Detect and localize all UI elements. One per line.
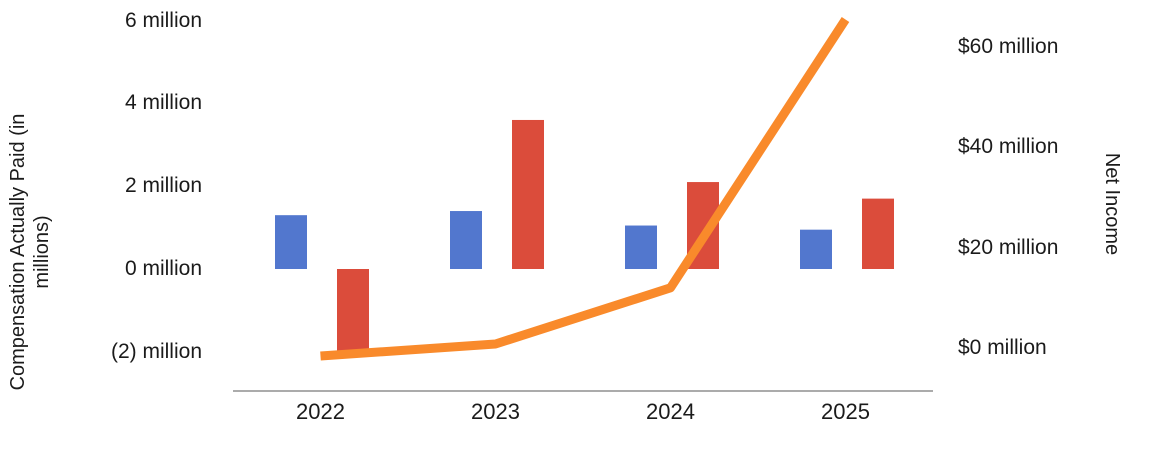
x-axis-tick-0: 2022	[296, 399, 345, 424]
right-axis-tick-3: $0 million	[958, 336, 1047, 359]
right-axis-title: Net Income	[1101, 152, 1123, 256]
bar-2024-blue	[625, 225, 657, 269]
right-axis-tick-1: $40 million	[958, 135, 1059, 159]
x-axis-tick-2: 2024	[646, 399, 695, 424]
right-axis-tick-2: $20 million	[958, 235, 1059, 259]
left-axis-title: Compensation Actually Paid (in millions)	[7, 113, 53, 391]
left-axis-tick-0: 6 million	[124, 8, 202, 32]
bar-2023-red	[512, 119, 544, 270]
bar-2023-blue	[450, 211, 482, 269]
bar-2025-red	[862, 198, 894, 269]
bar-2025-blue	[800, 229, 832, 269]
left-axis-tick-4: (2) million	[110, 339, 202, 363]
bar-2022-blue	[275, 215, 307, 269]
bar-2022-red	[337, 269, 369, 352]
x-axis-tick-1: 2023	[471, 399, 520, 424]
x-axis-tick-3: 2025	[821, 399, 870, 424]
net-income-line	[320, 17, 850, 361]
left-axis-tick-2: 2 million	[124, 174, 202, 198]
right-axis-tick-0: $60 million	[958, 35, 1059, 59]
left-axis-tick-1: 4 million	[124, 91, 202, 115]
left-axis-tick-3: 0 million	[124, 257, 202, 280]
